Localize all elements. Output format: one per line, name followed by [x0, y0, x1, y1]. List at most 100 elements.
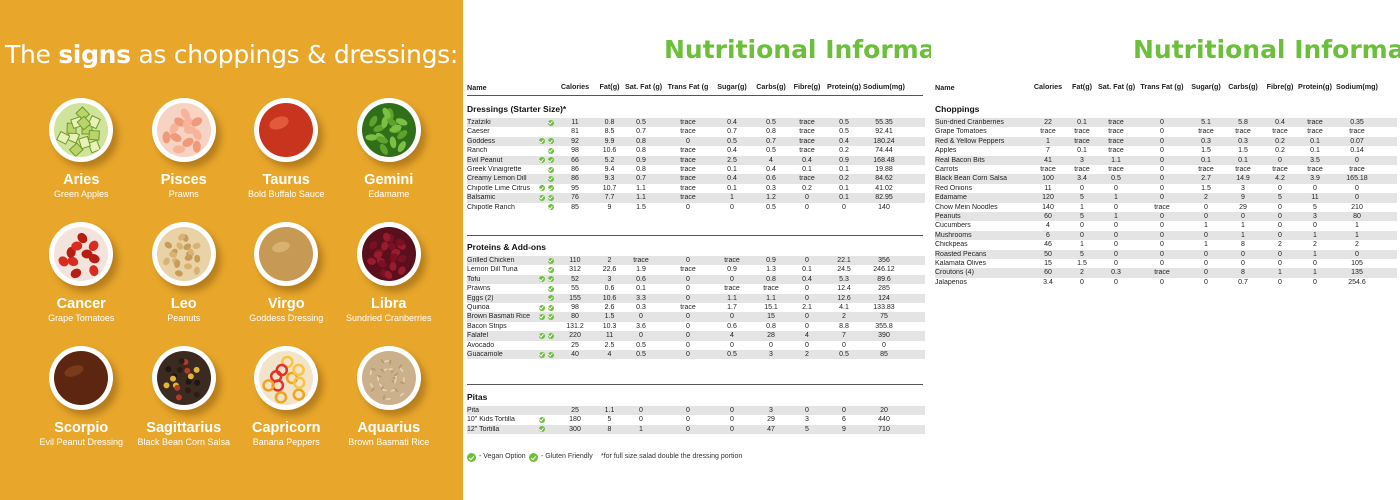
cell-value: 312	[569, 266, 581, 274]
cell-value: 390	[878, 332, 890, 340]
cell-value: 0	[1160, 260, 1164, 267]
row-name: Chow Mein Noodles	[935, 203, 998, 211]
section-title: Dressings (Starter Size)*	[467, 104, 567, 114]
column-header: Sodium(mg)	[1336, 82, 1378, 91]
cell-value: 0	[1080, 278, 1084, 286]
table-row: 12" Tortilla 300 8 1 0 0 47 5 9 710	[467, 424, 925, 435]
sign-food-label: Brown Basmati Rice	[348, 437, 430, 447]
cell-value: 0	[1313, 260, 1317, 267]
cell-value: 0.1	[1238, 156, 1248, 164]
gluten-friendly-icon	[548, 295, 554, 302]
cell-value: 0	[686, 425, 690, 433]
cell-value: 0	[842, 407, 846, 414]
cell-value: 11	[571, 119, 579, 126]
cell-value: 180	[569, 416, 581, 424]
cell-value: 15	[767, 313, 775, 321]
cell-value: trace	[799, 147, 815, 155]
table-row: Balsamic 76 7.7 1.1 trace 1 1.2 0 0.1 82.95	[467, 193, 925, 203]
peanuts-bowl-icon	[151, 222, 216, 286]
cell-value: 0.1	[1310, 137, 1320, 145]
cell-value: 98	[571, 147, 579, 155]
cell-value: 4	[607, 351, 612, 358]
row-name: Tzatziki	[467, 119, 491, 126]
cell-value: 0	[805, 294, 809, 302]
cell-value: 0	[1114, 203, 1118, 211]
cell-value: 140	[878, 203, 890, 211]
cell-value: 0	[639, 407, 643, 414]
gluten-friendly-icon	[548, 157, 554, 164]
goddess-bowl-icon	[254, 222, 319, 286]
column-header: Calories	[560, 82, 590, 91]
cell-value: 0	[1080, 222, 1084, 230]
cell-value: trace	[1349, 128, 1365, 136]
vegan-icon	[539, 157, 545, 164]
cell-value: 0	[730, 341, 734, 349]
cell-value: 20	[880, 407, 888, 414]
cell-value: 0	[805, 322, 809, 330]
cell-value: 7	[1046, 147, 1050, 155]
cell-value: 1	[1313, 231, 1317, 239]
cell-value: 440	[878, 416, 890, 424]
column-header: Protein(g)	[1298, 82, 1332, 91]
cell-value: 46	[1044, 241, 1052, 249]
row-name: Tofu	[467, 275, 481, 283]
cell-value: 0	[1204, 278, 1208, 286]
cell-value: 92.41	[875, 128, 893, 136]
cell-value: trace	[680, 147, 696, 155]
cell-value: 0.2	[839, 175, 849, 183]
cell-value: trace	[1074, 166, 1090, 173]
cell-value: 100	[1042, 175, 1054, 183]
cell-value: 0.4	[802, 275, 812, 283]
row-name: Pita	[467, 407, 480, 414]
gluten-friendly-icon	[548, 166, 554, 173]
vegan-icon	[539, 276, 545, 283]
cell-value: trace	[1040, 128, 1056, 136]
table-row: Bacon Strips 131.2 10.3 3.6 0 0.6 0.8 0 8.8 355.8	[467, 322, 925, 331]
cell-value: 0	[1204, 213, 1208, 220]
cell-value: 105	[1351, 260, 1363, 267]
table-row: Jalapenos 3.4 0 0 0 0 0.7 0 0 254.6	[935, 278, 1397, 287]
cell-value: 0	[639, 416, 643, 424]
cell-value: 0	[882, 341, 886, 349]
cell-value: 1	[639, 425, 643, 433]
cell-value: 11	[605, 332, 614, 340]
cell-value: 3	[1241, 184, 1245, 192]
sign-name: Cancer	[56, 296, 106, 312]
column-header: Trans Fat (g	[667, 82, 709, 91]
section-divider	[467, 384, 923, 385]
cell-value: 3	[607, 275, 612, 283]
cell-value: 80	[1353, 213, 1361, 220]
cell-value: 0	[1278, 278, 1282, 286]
cell-value: 3	[1080, 156, 1084, 164]
gluten-friendly-icon	[548, 313, 554, 320]
sign-food-label: Peanuts	[167, 313, 201, 323]
table-row: Evil Peanut 66 5.2 0.9 trace 2.5 4 0.4 0.9 168.48	[467, 155, 925, 165]
cell-value: trace	[680, 266, 696, 274]
cell-value: 0.1	[802, 166, 812, 173]
cell-value: 0	[1160, 156, 1164, 164]
cell-value: 4	[805, 332, 809, 340]
cell-value: 9	[607, 203, 612, 211]
cell-value: 60	[1044, 213, 1052, 220]
vegan-icon	[539, 426, 545, 433]
cell-value: 8	[1241, 269, 1245, 277]
cell-value: 135	[1351, 269, 1363, 277]
cell-value: 0	[1114, 278, 1118, 286]
sign-card-gemini: Gemini Edamame	[338, 95, 441, 219]
row-name: Edamame	[935, 194, 967, 202]
cell-value: 0.5	[839, 128, 849, 136]
cell-value: 89.6	[877, 275, 891, 283]
cell-value: 0.5	[839, 119, 849, 126]
vegan-icon	[539, 138, 545, 145]
cell-value: 2	[842, 313, 846, 321]
sign-card-leo: Leo Peanuts	[133, 219, 236, 343]
table-row: Falafel 220 11 0 0 4 28 4 7 390	[467, 331, 925, 341]
cell-value: 1.1	[1111, 156, 1121, 164]
cell-value: trace	[724, 257, 740, 264]
cell-value: 0.3	[766, 184, 776, 192]
cell-value: 98	[571, 304, 579, 311]
row-name: Kalamata Olives	[935, 260, 986, 267]
table-row: Edamame 120 5 1 0 2 9 5 11 0	[935, 193, 1397, 203]
cell-value: 0.6	[604, 285, 615, 293]
cell-value: 220	[569, 332, 581, 340]
